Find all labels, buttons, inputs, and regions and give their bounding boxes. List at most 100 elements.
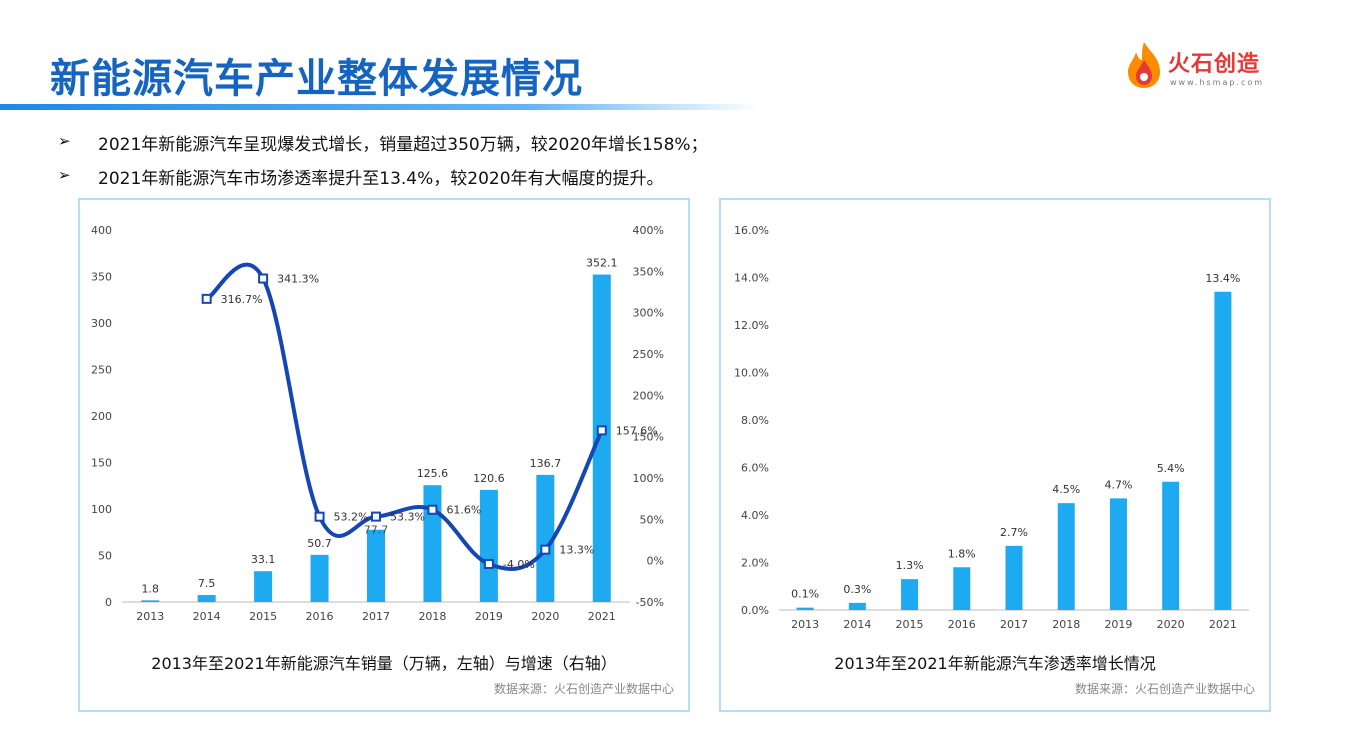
- y-axis-tick-label: 10.0%: [734, 367, 769, 380]
- y-axis-left-tick-label: 400: [91, 224, 112, 237]
- penetration-bar: [953, 567, 971, 610]
- sales-bar-label: 136.7: [530, 457, 562, 470]
- penetration-bar: [1214, 291, 1232, 610]
- penetration-bar-label: 0.1%: [791, 588, 819, 601]
- penetration-chart-source: 数据来源：火石创造产业数据中心: [1074, 682, 1255, 696]
- x-axis-tick-label: 2015: [896, 618, 924, 631]
- penetration-bar-label: 1.8%: [948, 547, 976, 560]
- x-axis-tick-label: 2013: [791, 618, 819, 631]
- penetration-bar-label: 4.7%: [1104, 478, 1132, 491]
- y-axis-tick-label: 14.0%: [734, 272, 769, 285]
- x-axis-tick-label: 2019: [1104, 618, 1132, 631]
- penetration-bar: [1109, 498, 1127, 610]
- penetration-bar: [1057, 503, 1075, 610]
- y-axis-tick-label: 2.0%: [741, 557, 769, 570]
- sales-bar-label: 33.1: [251, 553, 276, 566]
- y-axis-left-tick-label: 350: [91, 271, 112, 284]
- x-axis-tick-label: 2015: [249, 610, 277, 623]
- growth-rate-marker: [427, 504, 438, 515]
- penetration-bar-label: 0.3%: [843, 583, 871, 596]
- growth-rate-label: -4.0%: [503, 558, 535, 571]
- penetration-bar-label: 2.7%: [1000, 526, 1028, 539]
- y-axis-right-tick-label: 0%: [647, 555, 664, 568]
- y-axis-tick-label: 12.0%: [734, 319, 769, 332]
- sales-growth-chart: 0 50 100 150 200 250 300 350 400 -50% 0% 50% 100% 150…: [91, 224, 664, 623]
- growth-rate-marker: [483, 558, 494, 569]
- penetration-bar: [1005, 545, 1023, 610]
- bullet-text: 2021年新能源汽车呈现爆发式增长，销量超过350万辆，较2020年增长158%…: [98, 135, 708, 155]
- y-axis-right-tick-label: -50%: [636, 596, 664, 609]
- penetration-chart-panel: 0.0% 2.0% 4.0% 6.0% 8.0% 10.0% 12.0% 14.0% 16.0%…: [719, 198, 1271, 712]
- y-axis-left-tick-label: 250: [91, 364, 112, 377]
- x-axis-tick-label: 2021: [1209, 618, 1237, 631]
- sales-bar: [197, 595, 216, 602]
- bullet-text: 2021年新能源汽车市场渗透率提升至13.4%，较2020年有大幅度的提升。: [98, 169, 664, 189]
- penetration-chart-caption: 2013年至2021年新能源汽车渗透率增长情况: [834, 654, 1156, 673]
- x-axis-tick-label: 2016: [306, 610, 334, 623]
- penetration-bar: [1162, 481, 1180, 610]
- y-axis-tick-label: 4.0%: [741, 509, 769, 522]
- x-axis-tick-label: 2020: [531, 610, 559, 623]
- y-axis-right-tick-label: 100%: [633, 472, 664, 485]
- sales-bar-label: 50.7: [307, 537, 332, 550]
- growth-rate-label: 61.6%: [446, 504, 481, 517]
- x-axis-tick-label: 2021: [588, 610, 616, 623]
- sales-bar: [310, 554, 329, 602]
- sales-chart-source: 数据来源：火石创造产业数据中心: [493, 682, 674, 696]
- growth-rate-marker: [258, 273, 269, 284]
- sales-bar-label: 1.8: [141, 582, 159, 595]
- growth-rate-label: 157.6%: [616, 424, 658, 437]
- growth-rate-marker: [371, 511, 381, 522]
- y-axis-tick-label: 8.0%: [741, 414, 769, 427]
- y-axis-left-tick-label: 300: [91, 317, 112, 330]
- y-axis-right-tick-label: 150%: [633, 431, 664, 444]
- x-axis-tick-label: 2014: [193, 610, 221, 623]
- y-axis-left-tick-label: 50: [98, 550, 112, 563]
- y-axis-tick-label: 0.0%: [741, 604, 769, 617]
- x-axis-tick-label: 2019: [475, 610, 503, 623]
- logo-name: 火石创造: [1168, 52, 1261, 77]
- penetration-bar: [848, 602, 866, 610]
- growth-rate-marker: [596, 425, 607, 436]
- y-axis-right-tick-label: 250%: [633, 348, 664, 361]
- y-axis-left-tick-label: 200: [91, 410, 112, 423]
- sales-bar: [141, 600, 160, 602]
- x-axis-tick-label: 2017: [1000, 618, 1028, 631]
- x-axis-tick-label: 2017: [362, 610, 390, 623]
- sales-bar-label: 120.6: [473, 472, 505, 485]
- growth-rate-marker: [314, 511, 325, 522]
- title-underline: [0, 104, 760, 110]
- y-axis-tick-label: 6.0%: [741, 462, 769, 475]
- growth-rate-label: 53.2%: [334, 511, 369, 524]
- x-axis-tick-label: 2018: [1052, 618, 1080, 631]
- sales-bar: [479, 489, 498, 602]
- bullet-arrow-icon: ➢: [58, 166, 71, 184]
- sales-bar-label: 125.6: [417, 467, 449, 480]
- penetration-bar: [796, 607, 814, 610]
- y-axis-right-tick-label: 50%: [640, 513, 664, 526]
- penetration-bar: [901, 579, 919, 610]
- x-axis-tick-label: 2013: [136, 610, 164, 623]
- x-axis-tick-label: 2016: [948, 618, 976, 631]
- penetration-bar-label: 13.4%: [1205, 272, 1240, 285]
- penetration-bar-label: 5.4%: [1157, 462, 1185, 475]
- bullet-arrow-icon: ➢: [58, 132, 71, 150]
- sales-bar-label: 7.5: [198, 577, 216, 590]
- flame-icon: [1128, 42, 1160, 88]
- sales-chart-panel: 0 50 100 150 200 250 300 350 400 -50% 0% 50% 100% 150…: [78, 198, 690, 712]
- sales-bar: [423, 485, 442, 602]
- x-axis-tick-label: 2014: [843, 618, 871, 631]
- growth-rate-label: 341.3%: [277, 273, 319, 286]
- y-axis-tick-label: 16.0%: [734, 224, 769, 237]
- brand-logo: 火石创造 www.hsmap.com: [1124, 38, 1284, 94]
- logo-url: www.hsmap.com: [1170, 78, 1265, 87]
- growth-rate-marker: [201, 293, 212, 304]
- sales-bar: [367, 529, 385, 602]
- x-axis-tick-label: 2018: [418, 610, 446, 623]
- y-axis-left-tick-label: 150: [91, 457, 112, 470]
- sales-bar-label: 352.1: [586, 257, 618, 270]
- growth-rate-label: 53.3%: [390, 511, 425, 524]
- y-axis-left-tick-label: 0: [105, 596, 112, 609]
- y-axis-left-tick-label: 100: [91, 503, 112, 516]
- growth-rate-label: 316.7%: [221, 293, 263, 306]
